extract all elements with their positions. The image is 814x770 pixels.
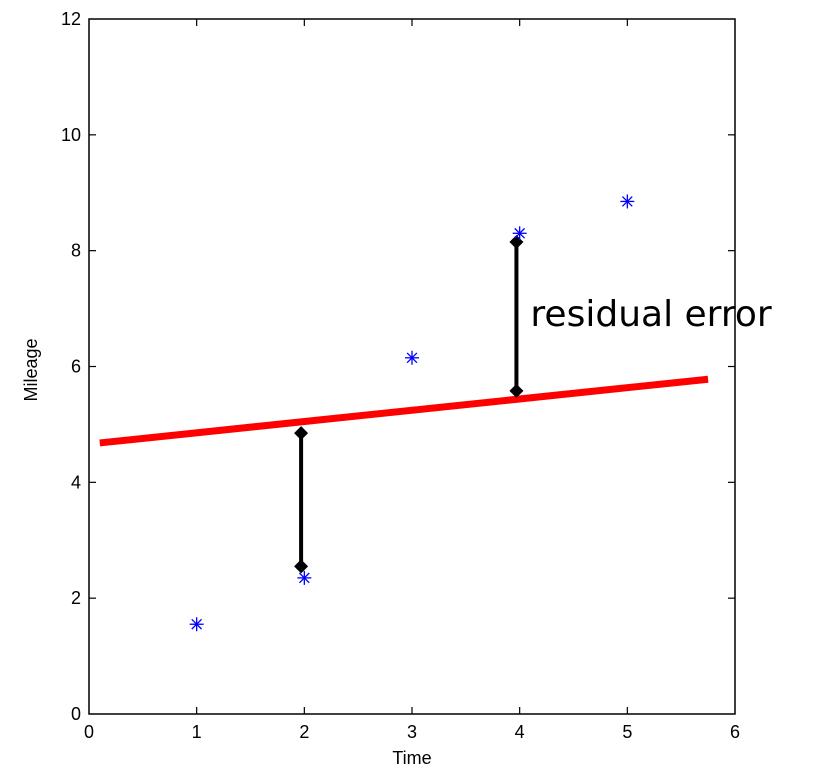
y-axis-label: Mileage — [21, 338, 41, 401]
fit-line — [99, 375, 709, 447]
data-point — [189, 617, 204, 632]
residual-endpoint — [294, 426, 309, 441]
x-tick-label: 0 — [84, 722, 94, 742]
y-tick-label: 8 — [71, 241, 81, 261]
y-tick-label: 2 — [71, 588, 81, 608]
residual-endpoint — [509, 383, 524, 398]
y-tick-label: 0 — [71, 704, 81, 724]
x-tick-label: 3 — [407, 722, 417, 742]
x-tick-label: 2 — [299, 722, 309, 742]
data-point — [620, 194, 635, 209]
y-tick-label: 6 — [71, 357, 81, 377]
data-point — [297, 570, 312, 585]
y-tick-label: 10 — [61, 125, 81, 145]
plot-frame — [88, 18, 736, 715]
data-point — [512, 226, 527, 241]
x-tick-label: 6 — [730, 722, 740, 742]
residual-endpoint — [294, 559, 309, 574]
x-tick-label: 4 — [515, 722, 525, 742]
y-tick-label: 12 — [61, 9, 81, 29]
x-axis-label: Time — [392, 748, 431, 768]
annotation-label: residual error — [530, 294, 771, 335]
x-tick-label: 5 — [622, 722, 632, 742]
x-tick-label: 1 — [192, 722, 202, 742]
data-point — [405, 350, 419, 365]
y-tick-label: 4 — [71, 472, 81, 492]
